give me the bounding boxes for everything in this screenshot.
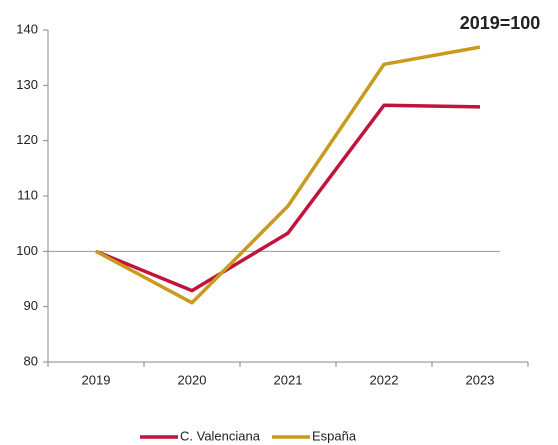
y-tick-label: 80 (24, 353, 38, 368)
series-line (95, 103, 481, 293)
series-line (95, 45, 481, 305)
x-tick-label: 2020 (178, 372, 207, 387)
x-tick-label: 2023 (466, 372, 495, 387)
x-tick-label: 2021 (274, 372, 303, 387)
x-tick-label: 2022 (370, 372, 399, 387)
legend-label: España (312, 428, 357, 443)
y-tick-label: 130 (16, 77, 38, 92)
y-tick-label: 110 (17, 187, 38, 202)
y-tick-label: 120 (16, 132, 38, 147)
x-tick-label: 2019 (82, 372, 111, 387)
annotation: 2019=100 (460, 13, 541, 33)
y-tick-label: 140 (16, 21, 38, 36)
y-tick-label: 100 (16, 243, 38, 258)
legend-label: C. Valenciana (180, 428, 261, 443)
y-tick-label: 90 (24, 298, 38, 313)
